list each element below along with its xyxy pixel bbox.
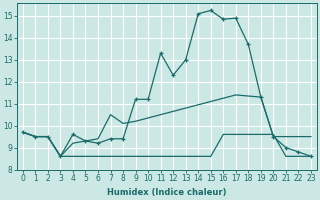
X-axis label: Humidex (Indice chaleur): Humidex (Indice chaleur) xyxy=(107,188,227,197)
